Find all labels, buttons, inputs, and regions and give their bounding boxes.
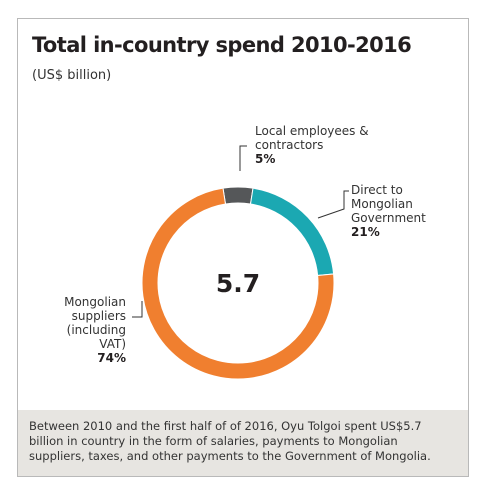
chart-card: Total in-country spend 2010-2016 (US$ bi… — [17, 18, 469, 477]
label-government: Direct to Mongolian Government 21% — [351, 183, 461, 239]
donut-center-value: 5.7 — [188, 269, 288, 298]
label-supp-name: Mongolian suppliers (including VAT) — [64, 295, 126, 351]
label-gov-name: Direct to Mongolian Government — [351, 183, 426, 225]
footer-note: Between 2010 and the first half of of 20… — [18, 410, 468, 476]
label-local-employees: Local employees & contractors 5% — [255, 124, 435, 166]
leader-line-supp — [132, 301, 142, 317]
leader-line-local — [240, 146, 247, 171]
label-local-pct: 5% — [255, 152, 435, 166]
label-suppliers: Mongolian suppliers (including VAT) 74% — [38, 295, 126, 365]
donut-slice-1 — [251, 188, 334, 275]
label-gov-pct: 21% — [351, 225, 461, 239]
label-supp-pct: 74% — [38, 351, 126, 365]
leader-line-gov — [318, 191, 349, 218]
donut-slice-0 — [223, 187, 253, 204]
label-local-name: Local employees & contractors — [255, 124, 369, 152]
